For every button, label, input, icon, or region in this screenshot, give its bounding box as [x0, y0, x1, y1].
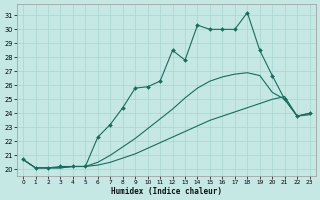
X-axis label: Humidex (Indice chaleur): Humidex (Indice chaleur) — [111, 187, 222, 196]
